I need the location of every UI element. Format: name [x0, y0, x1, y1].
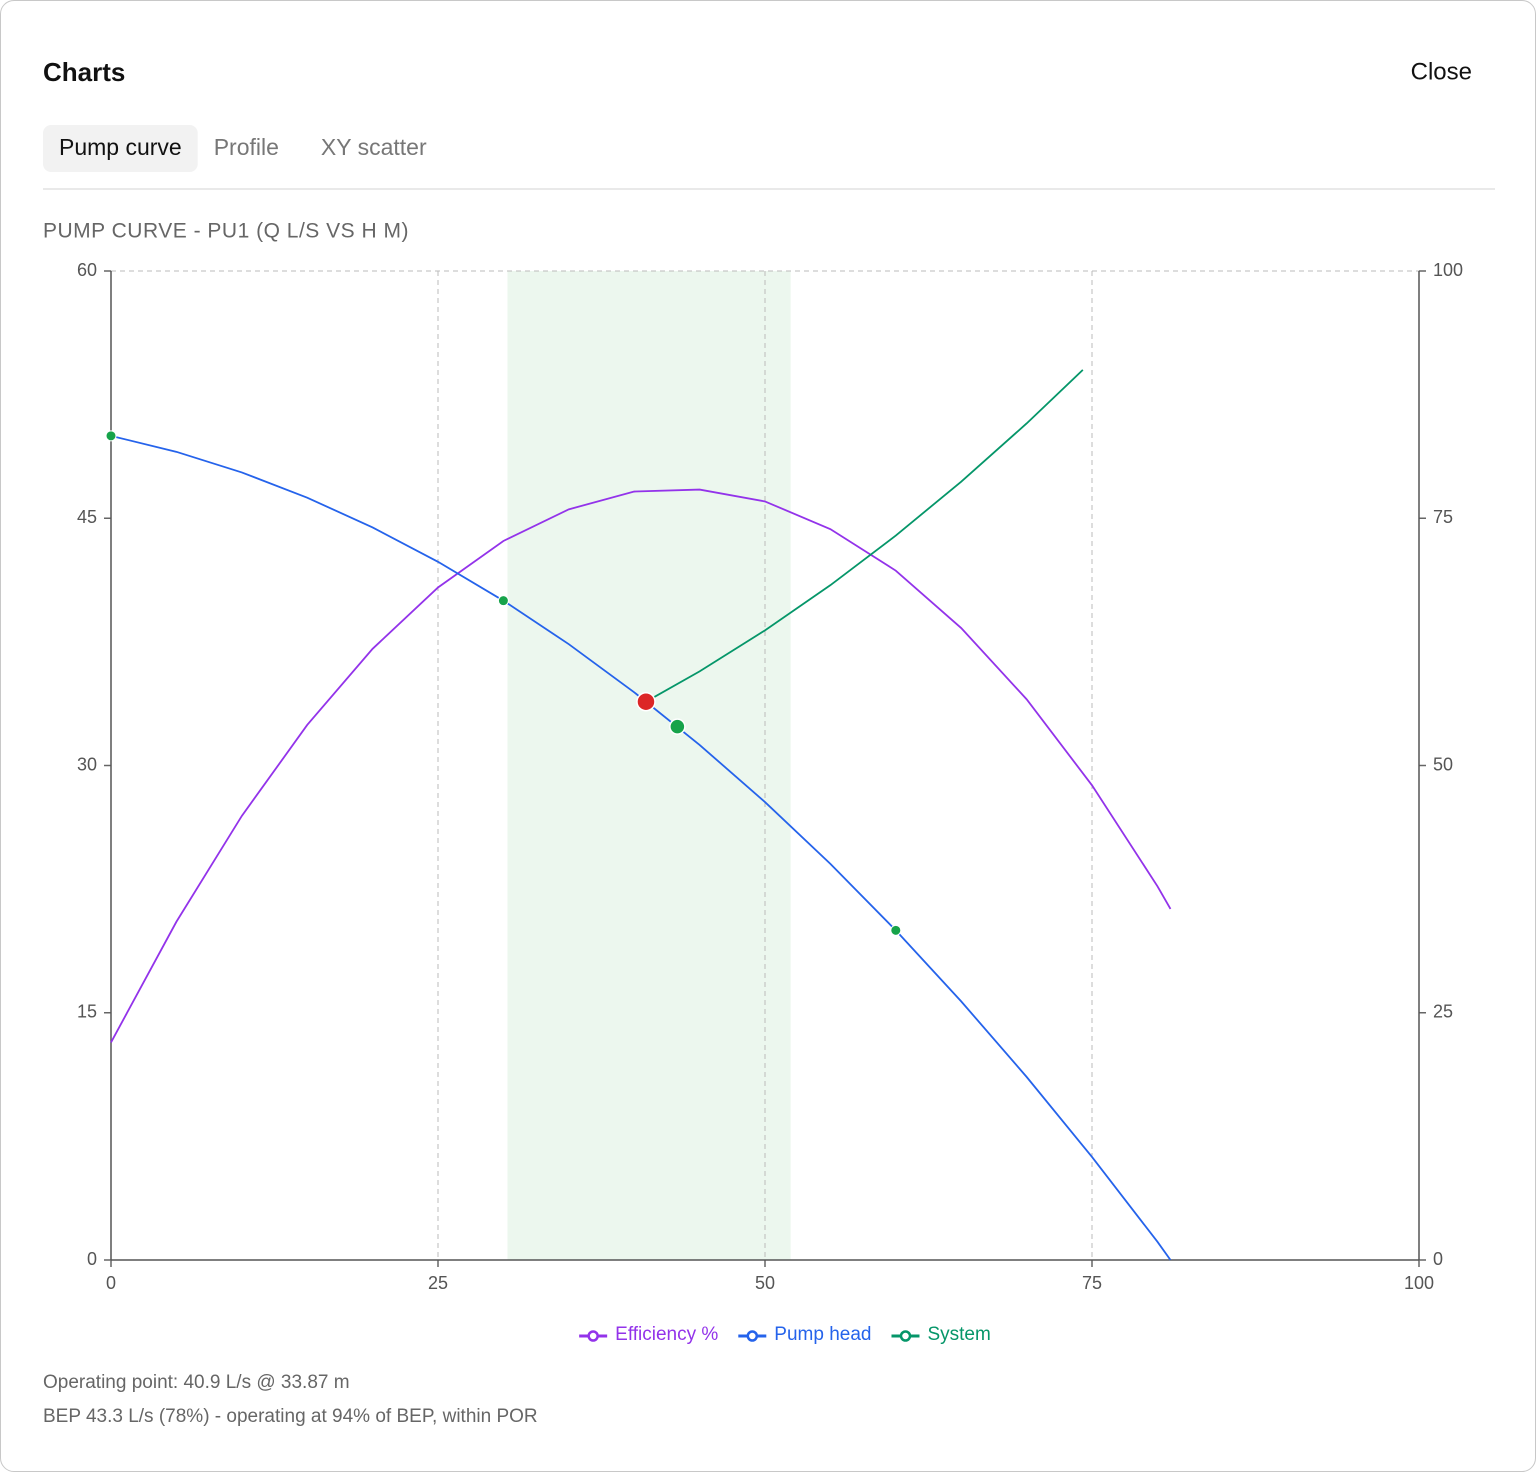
legend-label: Pump head [774, 1324, 871, 1345]
chart-title: PUMP CURVE - PU1 (Q L/S VS H M) [43, 220, 409, 243]
x-tick-label: 75 [1082, 1273, 1102, 1293]
y2-tick-label: 75 [1433, 507, 1453, 527]
y-tick-label: 60 [77, 260, 97, 280]
x-tick-label: 0 [106, 1273, 116, 1293]
curve-point [497, 595, 509, 607]
x-tick-label: 50 [755, 1273, 775, 1293]
legend-dot [746, 1330, 759, 1342]
x-tick-label: 100 [1404, 1273, 1434, 1293]
legend-label: System [927, 1324, 990, 1345]
y2-tick-label: 25 [1433, 1002, 1453, 1022]
y2-tick-label: 0 [1433, 1249, 1443, 1269]
legend-dot [899, 1330, 912, 1342]
tab-bg [43, 125, 198, 172]
y-tick-label: 30 [77, 754, 97, 774]
y2-tick-label: 100 [1433, 260, 1463, 280]
close-button[interactable]: Close [1411, 58, 1472, 85]
legend-dot [587, 1330, 599, 1342]
curve-point [890, 924, 902, 936]
series-line [645, 369, 1084, 703]
tab[interactable]: XY scatter [321, 134, 427, 160]
por-band [507, 271, 791, 1260]
y2-tick-label: 50 [1433, 754, 1453, 774]
operating-point [636, 691, 656, 712]
modal-title: Charts [43, 57, 125, 87]
y-tick-label: 15 [77, 1002, 97, 1022]
y-tick-label: 45 [77, 507, 97, 527]
series-line [110, 434, 1172, 1261]
legend-label: Efficiency % [615, 1324, 718, 1345]
y-tick-label: 0 [87, 1249, 97, 1269]
x-tick-label: 25 [428, 1273, 448, 1293]
curve-point [105, 430, 117, 442]
tab[interactable]: Pump curve [59, 134, 182, 160]
series-line [110, 488, 1172, 1043]
bep-point [669, 718, 686, 735]
note: Operating point: 40.9 L/s @ 33.87 m [43, 1372, 350, 1393]
tab[interactable]: Profile [214, 134, 279, 160]
note: BEP 43.3 L/s (78%) - operating at 94% of… [43, 1406, 538, 1427]
